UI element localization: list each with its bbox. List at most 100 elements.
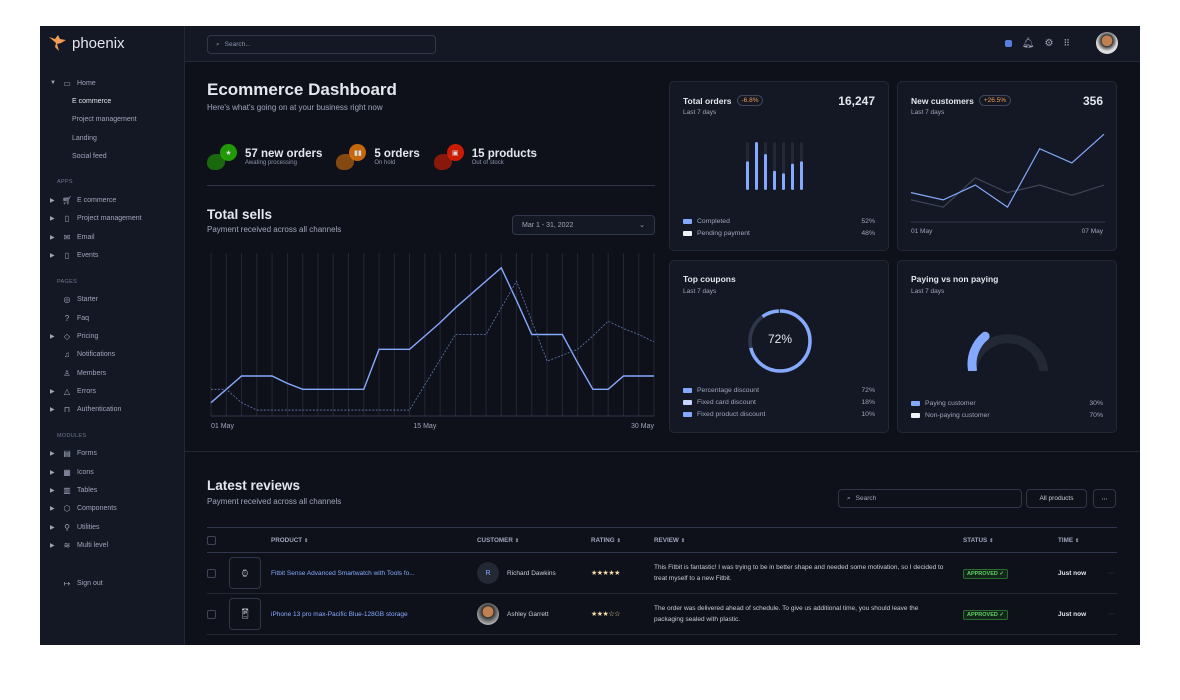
row-actions-icon[interactable]: ⋯ xyxy=(1108,570,1115,577)
sidebar-section-title: APPS xyxy=(57,179,73,186)
gauge-fill xyxy=(967,331,990,371)
column-header-customer[interactable]: CUSTOMER ⇕ xyxy=(477,527,591,553)
legend-item: Pending payment 48% xyxy=(683,227,875,239)
date-range-select[interactable]: Mar 1 - 31, 2022 ⌄ xyxy=(512,215,655,235)
product-thumbnail[interactable]: ⌚︎ xyxy=(229,557,261,589)
column-header-review[interactable]: REVIEW ⇕ xyxy=(654,527,963,553)
customer-name[interactable]: Ashley Garrett xyxy=(507,610,549,618)
sidebar-item-forms[interactable]: ▶ ▤ Forms xyxy=(40,445,185,463)
legend: Percentage discount 72% Fixed card discoun… xyxy=(683,384,875,420)
card-subtitle: Last 7 days xyxy=(911,109,945,116)
legend-item: Completed 52% xyxy=(683,215,875,227)
caret-down-icon: ▼ xyxy=(50,80,56,87)
select-all-checkbox[interactable] xyxy=(207,535,216,545)
latest-reviews-section: Latest reviews Payment received across a… xyxy=(185,451,1140,645)
caret-right-icon: ▶ xyxy=(50,542,55,549)
sidebar-subitem[interactable]: Project management xyxy=(72,116,137,124)
donut-slice xyxy=(748,309,812,373)
apps-grid-icon[interactable]: ⠿ xyxy=(1063,37,1070,48)
legend-swatch xyxy=(683,411,692,417)
product-link[interactable]: Fitbit Sense Advanced Smartwatch with To… xyxy=(271,569,415,577)
customer-avatar[interactable]: R xyxy=(477,562,499,584)
legend-label: Fixed card discount xyxy=(697,398,756,406)
sidebar-item-email[interactable]: ▶ ✉ Email xyxy=(40,228,185,246)
gear-icon[interactable]: ⚙ xyxy=(1044,37,1054,49)
card-title: Paying vs non paying xyxy=(911,274,999,284)
orders-bar-chart xyxy=(746,142,803,190)
sidebar-item-project-management[interactable]: ▶ ▯ Project management xyxy=(40,210,185,228)
logo[interactable]: phoenix xyxy=(48,34,125,52)
sidebar-item-utilities[interactable]: ▶ ⚲ Utilities xyxy=(40,518,185,536)
sidebar: phoenix ▼ ▭ Home E commerce Project manageme… xyxy=(40,26,185,645)
status-badge: APPROVED ✓ xyxy=(963,609,1009,620)
sidebar-item-label: Pricing xyxy=(77,332,99,340)
sidebar-item-members[interactable]: ♙ Members xyxy=(40,364,185,382)
sidebar-item-authentication[interactable]: ▶ ⊓ Authentication xyxy=(40,400,185,418)
sidebar-item-home[interactable]: ▼ ▭ Home xyxy=(40,74,185,92)
sidebar-subitem[interactable]: Social feed xyxy=(72,152,107,160)
legend-item: Non-paying customer 70% xyxy=(911,409,1103,421)
sidebar-item-notifications[interactable]: ♫ Notifications xyxy=(40,346,185,364)
sign-out-button[interactable]: ↦ Sign out xyxy=(40,575,185,593)
sidebar-item-starter[interactable]: ◎ Starter xyxy=(40,291,185,309)
search-input[interactable]: ⌕ Search... xyxy=(207,35,436,54)
stats-row: ★ 57 new orders Awating processing ▮▮ 5 orde… xyxy=(207,144,537,170)
sort-icon: ⇕ xyxy=(514,537,520,544)
all-products-button[interactable]: All products xyxy=(1026,489,1087,508)
sidebar-nav: ▼ ▭ Home E commerce Project management Landin… xyxy=(40,74,185,593)
series-line-solid xyxy=(210,266,654,404)
column-header-product[interactable]: PRODUCT ⇕ xyxy=(271,527,477,553)
sidebar-item-label: Email xyxy=(77,233,95,241)
search-icon: ⌕ xyxy=(847,494,851,502)
row-actions-icon[interactable]: ⋯ xyxy=(1108,611,1115,618)
caret-right-icon: ▶ xyxy=(50,253,55,260)
bar xyxy=(782,173,785,190)
product-thumbnail[interactable]: 📱︎ xyxy=(229,598,261,630)
reviews-table: PRODUCT ⇕ CUSTOMER ⇕ RATING ⇕ REVIEW ⇕ STATUS ⇕ TI… xyxy=(207,527,1117,635)
customer-avatar[interactable] xyxy=(477,603,499,625)
reviews-subtitle: Payment received across all channels xyxy=(207,497,342,506)
stat-value: 5 orders xyxy=(374,148,420,160)
sidebar-item-e-commerce[interactable]: ▶ 🛒︎ E commerce xyxy=(40,191,185,209)
sidebar-item-components[interactable]: ▶ ⬡ Components xyxy=(40,500,185,518)
caret-right-icon: ▶ xyxy=(50,234,55,241)
review-time: Just now xyxy=(1058,610,1087,618)
sidebar-item-errors[interactable]: ▶ △ Errors xyxy=(40,382,185,400)
sidebar-item-tables[interactable]: ▶ ▥ Tables xyxy=(40,481,185,499)
total-sells-chart: 01 May 15 May 30 May xyxy=(210,253,655,430)
row-checkbox[interactable] xyxy=(207,568,216,578)
sidebar-item-label: E commerce xyxy=(77,197,117,205)
sidebar-item-multi-level[interactable]: ▶ ≋ Multi level xyxy=(40,536,185,554)
stat-item: ★ 57 new orders Awating processing xyxy=(207,144,322,170)
sidebar-section-title: MODULES xyxy=(57,432,87,439)
clipboard-icon: ▯ xyxy=(64,251,70,261)
sidebar-item-icons[interactable]: ▶ ▦ Icons xyxy=(40,463,185,481)
sidebar-item-faq[interactable]: ? Faq xyxy=(40,309,185,327)
series-line-solid xyxy=(911,133,1105,209)
bell-icon[interactable]: 🔔︎ xyxy=(1021,37,1035,49)
column-header-status[interactable]: STATUS ⇕ xyxy=(963,527,1058,553)
bar xyxy=(764,154,767,190)
x-tick: 07 May xyxy=(1081,228,1103,235)
sidebar-subitem[interactable]: Landing xyxy=(72,134,97,142)
page-subtitle: Here's what's going on at your business … xyxy=(207,103,383,112)
sidebar-item-pricing[interactable]: ▶ ◇ Pricing xyxy=(40,327,185,345)
user-avatar[interactable] xyxy=(1096,32,1118,54)
caret-right-icon: ▶ xyxy=(50,506,55,513)
sidebar-item-events[interactable]: ▶ ▯ Events xyxy=(40,246,185,264)
bar xyxy=(791,163,794,190)
row-checkbox[interactable] xyxy=(207,609,216,619)
rating-stars: ★★★★★ xyxy=(591,570,620,577)
reviews-search-input[interactable]: ⌕ Search xyxy=(838,489,1022,508)
top-bar: ⌕ Search... 🔔︎ ⚙ ⠿ xyxy=(185,26,1140,62)
more-button[interactable]: ⋯ xyxy=(1093,489,1116,508)
theme-toggle-icon[interactable] xyxy=(1004,39,1012,47)
bell-icon: ♫ xyxy=(64,350,70,360)
column-header-time[interactable]: TIME ⇕ xyxy=(1058,527,1108,553)
customer-name[interactable]: Richard Dawkins xyxy=(507,569,556,577)
column-header-rating[interactable]: RATING ⇕ xyxy=(591,527,654,553)
product-link[interactable]: iPhone 13 pro max-Pacific Blue-128GB sto… xyxy=(271,610,408,618)
sidebar-item-label: Errors xyxy=(77,387,97,395)
sidebar-subitem[interactable]: E commerce xyxy=(72,97,112,105)
stat-item: ▣ 15 products Out of stock xyxy=(433,144,537,170)
